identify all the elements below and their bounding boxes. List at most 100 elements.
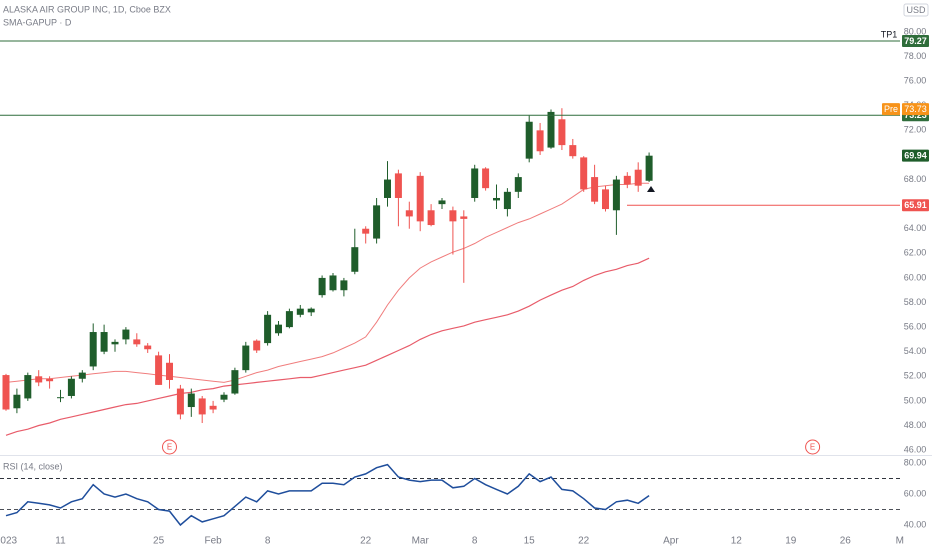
candle-body [242, 345, 250, 371]
candle-body [329, 275, 337, 291]
x-tick-label: 15 [524, 536, 536, 547]
x-tick-label: 26 [840, 536, 852, 547]
premarket-label: 73.73 [904, 104, 927, 114]
candle-body [318, 277, 326, 296]
x-tick-label: Apr [663, 536, 679, 547]
candle-body [340, 280, 348, 291]
candle-body [623, 175, 631, 185]
candle-body [13, 394, 21, 409]
x-tick-label: M [896, 536, 904, 547]
earnings-label: E [810, 443, 815, 452]
x-tick-label: 11 [55, 536, 66, 547]
candle-body [253, 340, 261, 351]
currency-box[interactable] [903, 3, 929, 17]
y-tick-label: 56.00 [904, 321, 927, 331]
premarket-label-box [902, 103, 929, 116]
candle-body [89, 332, 97, 367]
candle-body [285, 311, 293, 328]
candle-body [2, 375, 10, 410]
candle-body [144, 345, 152, 350]
candle-body [155, 355, 163, 385]
candle-body [67, 378, 75, 396]
candle-body [122, 329, 130, 340]
candle-body [471, 168, 479, 198]
level-label: 79.27 [904, 36, 927, 46]
candle-body [231, 370, 239, 394]
x-tick-label: 19 [785, 536, 797, 547]
candle-body [384, 179, 391, 198]
level-label: 73.23 [904, 110, 927, 120]
candle-body [176, 388, 184, 415]
y-tick-label: 80.00 [904, 26, 927, 36]
candle-body [645, 155, 653, 181]
x-tick-label: 22 [578, 536, 590, 547]
y-tick-label: 72.00 [904, 125, 927, 135]
level-label-box [902, 199, 929, 212]
candle-body [514, 177, 522, 192]
rsi-title: RSI (14, close) [3, 461, 63, 471]
candle-body [133, 339, 141, 345]
y-tick-label: 62.00 [904, 248, 927, 258]
y-tick-label: 40.00 [904, 519, 927, 529]
line-series [5, 257, 650, 436]
last-price-box [902, 149, 929, 162]
y-tick-label: 54.00 [904, 346, 927, 356]
y-tick-label: 46.00 [904, 444, 927, 454]
candle-body [78, 372, 86, 379]
candle-body [634, 169, 642, 186]
candle-body [100, 332, 108, 352]
y-tick-label: 68.00 [904, 174, 927, 184]
candle-body [503, 191, 511, 210]
last-price-label: 69.94 [904, 151, 927, 161]
candle-body [580, 157, 588, 190]
candle-body [438, 200, 446, 205]
candle-body [111, 341, 119, 345]
y-tick-label: 48.00 [904, 420, 927, 430]
candle-body [460, 216, 468, 219]
x-tick-label: 25 [153, 536, 165, 547]
line-series [5, 463, 650, 527]
candle-body [482, 168, 490, 189]
candle-body [362, 228, 370, 234]
y-tick-label: 64.00 [904, 223, 927, 233]
earnings-marker [805, 439, 821, 455]
x-tick-label: 22 [360, 536, 372, 547]
candle-body [416, 175, 424, 222]
candle-body [427, 210, 435, 226]
x-tick-label: 8 [265, 536, 271, 547]
indicator-name: SMA-GAPUP · D [3, 17, 72, 27]
candle-body [35, 376, 43, 383]
y-tick-label: 60.00 [904, 272, 927, 282]
premarket-tag: Pre [884, 104, 898, 114]
premarket-tag-box [882, 103, 900, 116]
candle-body [373, 205, 381, 239]
x-tick-label: Feb [204, 536, 222, 547]
y-tick-label: 76.00 [904, 76, 927, 86]
level-label-box [902, 34, 929, 47]
marker-triangle [647, 186, 655, 192]
level-name: TP1 [881, 29, 898, 39]
y-tick-label: 80.00 [904, 457, 927, 467]
currency[interactable]: USD [906, 5, 926, 15]
candle-body [405, 210, 413, 217]
x-tick-label: Mar [412, 536, 430, 547]
candle-body [591, 177, 599, 202]
candle-body [558, 119, 566, 146]
candle-body [24, 375, 32, 399]
candle-body [612, 179, 620, 211]
y-tick-label: 52.00 [904, 371, 927, 381]
y-tick-label: 58.00 [904, 297, 927, 307]
candle-body [307, 308, 315, 313]
candle-body [264, 314, 272, 344]
candle-body [569, 145, 577, 157]
candle-body [351, 247, 359, 272]
line-series [5, 182, 650, 383]
candle-body [57, 397, 64, 399]
candle-body [198, 398, 206, 415]
earnings-label: E [167, 443, 172, 452]
candle-body [187, 393, 195, 408]
earnings-marker [162, 439, 177, 455]
